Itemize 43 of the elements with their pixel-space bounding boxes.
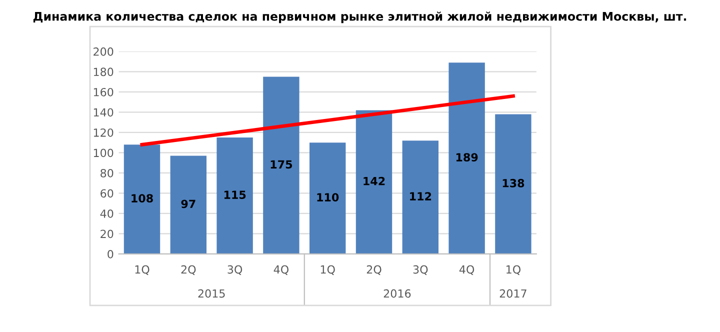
data-label: 142 bbox=[364, 176, 385, 186]
text: 2017 bbox=[500, 289, 526, 298]
x-tick-label: 2Q bbox=[366, 265, 382, 275]
bar bbox=[448, 62, 485, 254]
line-series bbox=[140, 94, 515, 146]
y-tick-label: 60 bbox=[100, 189, 114, 198]
data-label: 189 bbox=[456, 153, 478, 162]
y-tick-label: 180 bbox=[94, 68, 114, 76]
bar bbox=[356, 110, 392, 254]
x-tick-label: 4Q bbox=[459, 265, 474, 275]
chart-title: Динамика количества сделок на первичном рынке элитной жилой недвижимости Москвы, шт. bbox=[33, 12, 686, 24]
bar bbox=[495, 114, 532, 254]
y-tick-label: 140 bbox=[94, 108, 114, 117]
data-label: 175 bbox=[270, 160, 292, 169]
data-label: 112 bbox=[410, 192, 432, 200]
data-label: 110 bbox=[317, 193, 339, 202]
y-tick-label: 20 bbox=[100, 230, 114, 238]
x-tick-label: 4Q bbox=[274, 265, 288, 275]
bar bbox=[310, 142, 346, 254]
x-tick-label: 3Q bbox=[228, 265, 242, 275]
bar bbox=[216, 138, 253, 254]
bar bbox=[170, 156, 206, 254]
y-tick-label: 40 bbox=[100, 209, 114, 218]
x-tick-label: 1Q bbox=[135, 265, 150, 275]
text: 2015 bbox=[198, 289, 225, 298]
y-tick-label: 80 bbox=[100, 168, 114, 178]
x-tick-label: 3Q bbox=[413, 265, 428, 275]
text: 2016 bbox=[384, 289, 411, 298]
y-tick-label: 160 bbox=[94, 88, 114, 96]
x-tick-label: 1Q bbox=[506, 265, 520, 275]
y-tick-label: 0 bbox=[108, 250, 114, 258]
data-label: 115 bbox=[224, 190, 246, 199]
y-tick-label: 120 bbox=[94, 128, 114, 137]
x-tick-label: 2Q bbox=[181, 265, 196, 275]
y-tick-label: 200 bbox=[94, 47, 114, 56]
x-tick-label: 1Q bbox=[320, 265, 335, 275]
data-label: 138 bbox=[502, 178, 524, 188]
bar bbox=[402, 140, 438, 254]
bar bbox=[263, 76, 300, 254]
bar bbox=[124, 144, 160, 254]
data-label: 97 bbox=[181, 200, 196, 208]
y-tick-label: 100 bbox=[94, 148, 114, 158]
data-label: 108 bbox=[132, 194, 153, 203]
